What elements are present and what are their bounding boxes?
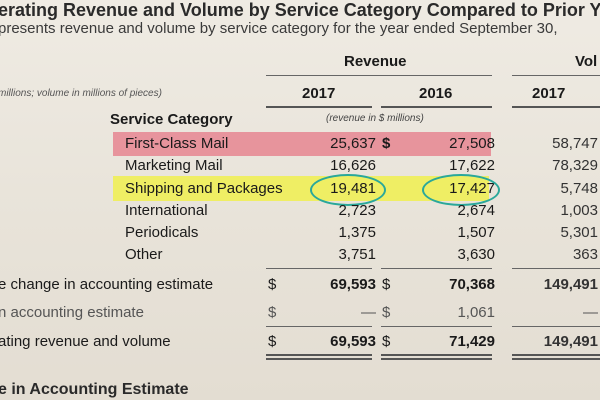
currency-symbol: $ xyxy=(268,333,277,350)
volume-year-rule xyxy=(512,106,600,108)
subtotal-rule-volume xyxy=(512,268,600,269)
currency-symbol: $ xyxy=(382,276,391,293)
year-2017-rule xyxy=(266,106,372,108)
summary-revenue-2017: — xyxy=(361,304,376,321)
category-shipping-and-packages: Shipping and Packages xyxy=(125,180,283,197)
revenue-2016-value: 1,507 xyxy=(457,224,495,241)
double-rule-2016 xyxy=(381,354,492,356)
document-title: erating Revenue and Volume by Service Ca… xyxy=(0,0,600,20)
volume-2017-value: 5,748 xyxy=(560,180,598,197)
section-title-accounting-estimate: e in Accounting Estimate xyxy=(0,381,189,398)
double-rule-2016-b xyxy=(381,358,492,360)
double-rule-volume-b xyxy=(512,358,600,360)
summary-label-before-change: e change in accounting estimate xyxy=(0,276,214,293)
summary-revenue-2016: 1,061 xyxy=(457,304,495,321)
category-periodicals: Periodicals xyxy=(125,224,199,241)
currency-symbol: $ xyxy=(382,333,391,350)
summary-label-accounting-estimate: n accounting estimate xyxy=(0,304,144,321)
revenue-2016-value: 27,508 xyxy=(449,135,495,152)
double-rule-2017 xyxy=(266,354,372,356)
circle-annotation-2016 xyxy=(422,174,500,206)
currency-symbol: $ xyxy=(268,276,277,293)
subtotal-rule-2017 xyxy=(266,268,372,269)
volume-2017-value: 1,003 xyxy=(560,202,598,219)
summary-revenue-2017: 69,593 xyxy=(330,276,376,293)
volume-2017-value: 363 xyxy=(572,246,598,263)
summary-volume-2017: — xyxy=(583,304,598,321)
revenue-2016-value: 2,674 xyxy=(457,202,495,219)
currency-symbol: $ xyxy=(268,304,277,321)
year-2017-header: 2017 xyxy=(302,85,336,102)
revenue-2017-value: 2,723 xyxy=(338,202,376,219)
total-rule-2016 xyxy=(381,326,492,327)
revenue-2017-value: 1,375 xyxy=(338,224,376,241)
revenue-2017-value: 25,637 xyxy=(330,135,376,152)
circle-annotation-2017 xyxy=(310,174,386,206)
year-2016-header: 2016 xyxy=(419,85,453,102)
category-marketing-mail: Marketing Mail xyxy=(125,157,223,174)
total-rule-2017 xyxy=(266,326,372,327)
total-rule-volume xyxy=(512,326,600,327)
category-international: International xyxy=(125,202,208,219)
volume-column-header: Vol xyxy=(575,53,598,70)
double-rule-2017-b xyxy=(266,358,372,360)
category-other: Other xyxy=(125,246,163,263)
double-rule-volume xyxy=(512,354,600,356)
volume-2017-value: 5,301 xyxy=(560,224,598,241)
revenue-header-rule xyxy=(266,75,492,76)
revenue-2017-value: 3,751 xyxy=(338,246,376,263)
document-subtitle: presents revenue and volume by service c… xyxy=(0,20,558,37)
total-volume-2017: 149,491 xyxy=(543,333,598,350)
service-category-header: Service Category xyxy=(110,111,233,128)
category-first-class-mail: First-Class Mail xyxy=(125,135,229,152)
volume-2017-value: 58,747 xyxy=(552,135,598,152)
volume-2017-value: 78,329 xyxy=(552,157,598,174)
revenue-2017-value: 16,626 xyxy=(330,157,376,174)
total-revenue-2016: 71,429 xyxy=(449,333,495,350)
currency-symbol: $ xyxy=(382,304,391,321)
volume-header-rule xyxy=(512,75,600,76)
first-class-mail-highlight xyxy=(113,132,491,156)
volume-year-2017-header: 2017 xyxy=(532,85,566,102)
subtotal-rule-2016 xyxy=(381,268,492,269)
units-note: millions; volume in millions of pieces) xyxy=(0,88,162,99)
revenue-2016-value: 3,630 xyxy=(457,246,495,263)
total-revenue-2017: 69,593 xyxy=(330,333,376,350)
summary-label-total: ating revenue and volume xyxy=(0,333,171,350)
currency-symbol: $ xyxy=(382,135,391,152)
revenue-column-header: Revenue xyxy=(344,53,407,70)
summary-volume-2017: 149,491 xyxy=(543,276,598,293)
year-2016-rule xyxy=(381,106,492,108)
revenue-2016-value: 17,622 xyxy=(449,157,495,174)
revenue-units-note: (revenue in $ millions) xyxy=(326,113,424,124)
summary-revenue-2016: 70,368 xyxy=(449,276,495,293)
